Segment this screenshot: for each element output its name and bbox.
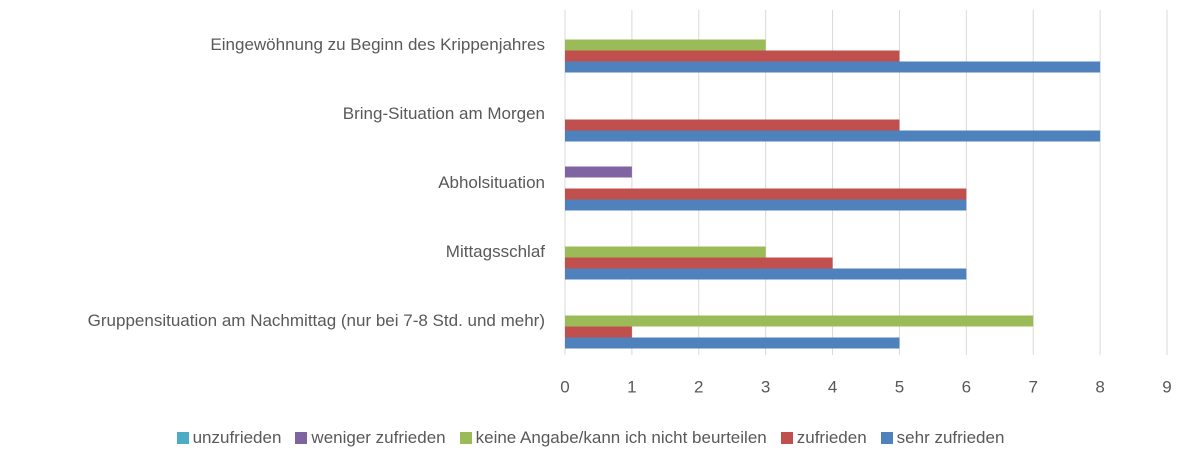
bar: [565, 50, 900, 62]
legend: unzufrieden weniger zufrieden keine Angabe…: [0, 428, 1181, 448]
x-tick-label: 2: [694, 377, 703, 396]
category-text: Eingewöhnung zu Beginn des Krippenjahres: [210, 34, 545, 54]
category-label: Eingewöhnung zu Beginn des Krippenjahres: [0, 34, 545, 56]
legend-label: unzufrieden: [192, 428, 282, 447]
legend-label: weniger zufrieden: [311, 428, 446, 447]
category-text: Gruppensituation am Nachmittag (nur bei …: [87, 310, 545, 330]
category-label: Bring-Situation am Morgen: [0, 103, 545, 125]
bar: [565, 315, 1034, 327]
bar: [565, 39, 766, 51]
category-text: Abholsituation: [438, 172, 545, 192]
x-tick-label: 7: [1028, 377, 1037, 396]
bar: [565, 337, 900, 349]
bar: [565, 257, 833, 269]
x-tick-label: 3: [761, 377, 770, 396]
legend-swatch: [780, 432, 793, 444]
x-tick-label: 4: [828, 377, 837, 396]
legend-item: keine Angabe/kann ich nicht beurteilen: [459, 428, 767, 448]
legend-label: keine Angabe/kann ich nicht beurteilen: [475, 428, 767, 447]
category-label: Abholsituation: [0, 172, 545, 194]
x-tick-label: 9: [1162, 377, 1171, 396]
legend-swatch: [880, 432, 893, 444]
category-text: Bring-Situation am Morgen: [342, 103, 545, 123]
x-tick-label: 0: [560, 377, 569, 396]
bar: [565, 188, 967, 200]
bar: [565, 326, 632, 338]
x-tick-label: 8: [1095, 377, 1104, 396]
legend-item: unzufrieden: [176, 428, 282, 448]
bar: [565, 199, 967, 211]
bar: [565, 119, 900, 131]
category-label: Mittagsschlaf: [0, 241, 545, 263]
x-tick-label: 6: [962, 377, 971, 396]
legend-swatch: [295, 432, 308, 444]
bar: [565, 130, 1101, 142]
category-label: Gruppensituation am Nachmittag (nur bei …: [0, 310, 545, 332]
legend-swatch: [459, 432, 472, 444]
legend-item: weniger zufrieden: [295, 428, 446, 448]
category-text: Mittagsschlaf: [445, 241, 545, 261]
legend-item: zufrieden: [780, 428, 867, 448]
legend-label: zufrieden: [796, 428, 867, 447]
x-tick-label: 1: [627, 377, 636, 396]
legend-swatch: [176, 432, 189, 444]
x-tick-label: 5: [895, 377, 904, 396]
bar: [565, 246, 766, 258]
bar: [565, 61, 1101, 73]
legend-item: sehr zufrieden: [880, 428, 1005, 448]
bar: [565, 166, 632, 178]
bar: [565, 268, 967, 280]
legend-label: sehr zufrieden: [896, 428, 1005, 447]
